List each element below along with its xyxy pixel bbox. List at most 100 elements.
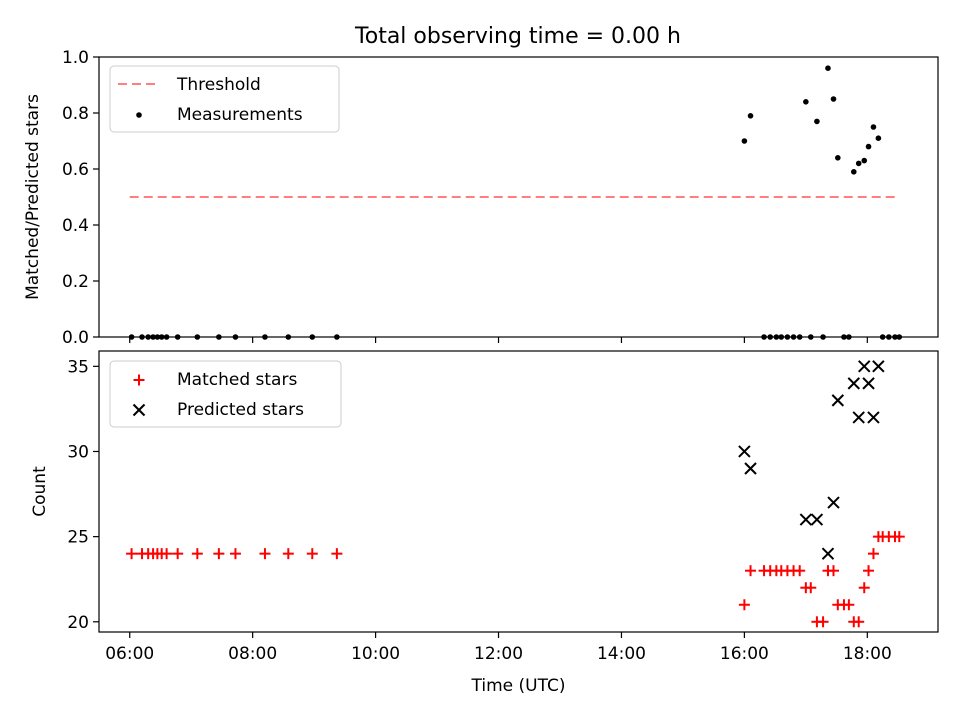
bottom-x-tick-label: 18:00 — [843, 644, 892, 664]
matched-star-point — [306, 548, 318, 560]
bottom-y-tick-label: 25 — [67, 528, 89, 548]
top-legend: Threshold Measurements — [109, 65, 340, 133]
matched-star-point — [161, 548, 173, 560]
measurement-point — [128, 334, 135, 340]
matched-star-point — [126, 548, 138, 560]
measurement-point — [747, 113, 754, 119]
top-legend-box — [109, 65, 340, 133]
legend-measurements-swatch — [136, 112, 142, 118]
matched-star-point — [858, 582, 870, 594]
top-y-tick-label: 0.2 — [62, 272, 89, 292]
predicted-star-point-b — [738, 445, 751, 458]
measurement-point — [879, 334, 886, 340]
measurement-point — [761, 334, 767, 340]
top-panel: 0.0 0.2 0.4 0.6 0.8 1.0 Matched/Predicted star… — [23, 48, 939, 348]
measurement-point — [158, 334, 165, 340]
matched-star-point — [259, 548, 271, 560]
bottom-x-tick-label: 10:00 — [351, 644, 400, 664]
measurement-point — [334, 334, 340, 340]
measurement-point — [309, 334, 316, 340]
bottom-x-axis-label: Time (UTC) — [471, 676, 566, 696]
legend-predicted-swatch-b — [132, 403, 146, 417]
measurement-point — [814, 118, 820, 125]
legend-predicted-label: Predicted stars — [177, 400, 304, 420]
predicted-star-point — [858, 360, 871, 373]
measurement-point — [825, 65, 831, 71]
predicted-star-point — [821, 547, 835, 560]
measurement-point — [778, 334, 785, 340]
predicted-star-point-b — [852, 411, 865, 424]
predicted-star-point — [862, 377, 875, 390]
predicted-star-point — [738, 445, 751, 458]
measurement-point — [892, 334, 898, 340]
predicted-star-point-b — [821, 547, 835, 560]
measurement-point — [820, 334, 826, 340]
predicted-star-point — [827, 496, 840, 509]
measurement-point — [145, 334, 151, 340]
measurement-point — [194, 334, 201, 340]
matched-star-point — [331, 548, 343, 560]
measurement-point — [846, 334, 852, 340]
bottom-plot-frame — [98, 350, 939, 633]
predicted-star-point-b — [872, 360, 885, 373]
matched-star-point — [191, 548, 203, 560]
legend-threshold-label: Threshold — [176, 75, 261, 95]
predicted-star-point — [867, 411, 880, 424]
predicted-star-point — [852, 411, 865, 424]
measurement-point — [886, 334, 892, 340]
matched-star-point — [817, 616, 829, 628]
bottom-panel: 06:00 08:00 10:00 12:00 14:00 16:00 18:00 20 25 3… — [30, 350, 939, 696]
matched-star-point — [893, 531, 905, 543]
bottom-y-axis-label: Count — [30, 466, 50, 517]
chart-title: Total observing time = 0.00 h — [354, 24, 681, 49]
bottom-legend-box — [109, 360, 342, 428]
bottom-y-tick-label: 20 — [67, 613, 89, 633]
measurement-point — [741, 138, 748, 144]
measurement-point — [767, 334, 773, 340]
measurement-point — [865, 143, 872, 150]
measurement-point — [790, 334, 797, 340]
measurement-point — [850, 169, 857, 175]
predicted-star-point — [872, 360, 885, 373]
measurement-point — [262, 334, 268, 340]
measurement-point — [150, 334, 156, 340]
top-y-tick-label: 0.0 — [62, 328, 89, 348]
predicted-star-point-b — [744, 462, 757, 475]
matched-star-point — [828, 565, 840, 577]
bottom-x-tick-label: 12:00 — [474, 644, 523, 664]
legend-matched-swatch — [133, 374, 145, 386]
top-y-tick-label: 0.8 — [62, 104, 89, 124]
bottom-legend: Matched stars Predicted stars — [109, 360, 342, 428]
predicted-star-point — [831, 394, 845, 407]
measurement-point — [870, 124, 877, 130]
predicted-star-point-b — [799, 513, 813, 526]
matched-star-point — [282, 548, 294, 560]
predicted-star-point — [744, 462, 757, 475]
measurement-point — [841, 334, 847, 340]
matched-star-point — [867, 548, 879, 560]
bottom-x-tick-label: 16:00 — [720, 644, 769, 664]
matched-star-point — [172, 548, 184, 560]
measurement-point — [830, 96, 837, 102]
top-y-tick-label: 1.0 — [62, 48, 89, 68]
predicted-star-point — [810, 513, 824, 526]
measurement-point — [163, 334, 170, 340]
measurement-point — [796, 334, 803, 340]
matched-star-point — [805, 582, 817, 594]
matched-star-point — [843, 599, 855, 611]
measurement-point — [216, 334, 222, 340]
legend-matched-label: Matched stars — [177, 370, 297, 390]
measurement-point — [154, 334, 161, 340]
predicted-star-point-b — [831, 394, 845, 407]
legend-predicted-swatch — [132, 403, 146, 417]
measurement-point — [139, 334, 145, 340]
bottom-x-tick-label: 06:00 — [105, 644, 154, 664]
measurement-point — [174, 334, 181, 340]
predicted-star-point-b — [858, 360, 871, 373]
top-y-tick-label: 0.6 — [62, 160, 89, 180]
predicted-star-point-b — [867, 411, 880, 424]
matched-star-point — [213, 548, 225, 560]
measurement-point — [232, 334, 239, 340]
top-y-axis-label: Matched/Predicted stars — [23, 94, 43, 300]
